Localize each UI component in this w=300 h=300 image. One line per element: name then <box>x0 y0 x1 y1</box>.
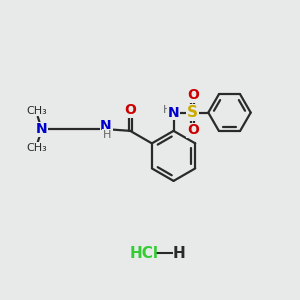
Text: O: O <box>187 88 199 102</box>
Text: CH₃: CH₃ <box>26 106 47 116</box>
Text: O: O <box>187 123 199 137</box>
Text: H: H <box>163 105 171 115</box>
Text: N: N <box>168 106 179 120</box>
Text: H: H <box>103 130 111 140</box>
Text: HCl: HCl <box>130 246 159 261</box>
Text: H: H <box>172 246 185 261</box>
Text: O: O <box>124 103 136 117</box>
Text: CH₃: CH₃ <box>26 143 47 153</box>
Text: N: N <box>36 122 47 136</box>
Text: N: N <box>100 119 112 133</box>
Text: S: S <box>187 105 198 120</box>
